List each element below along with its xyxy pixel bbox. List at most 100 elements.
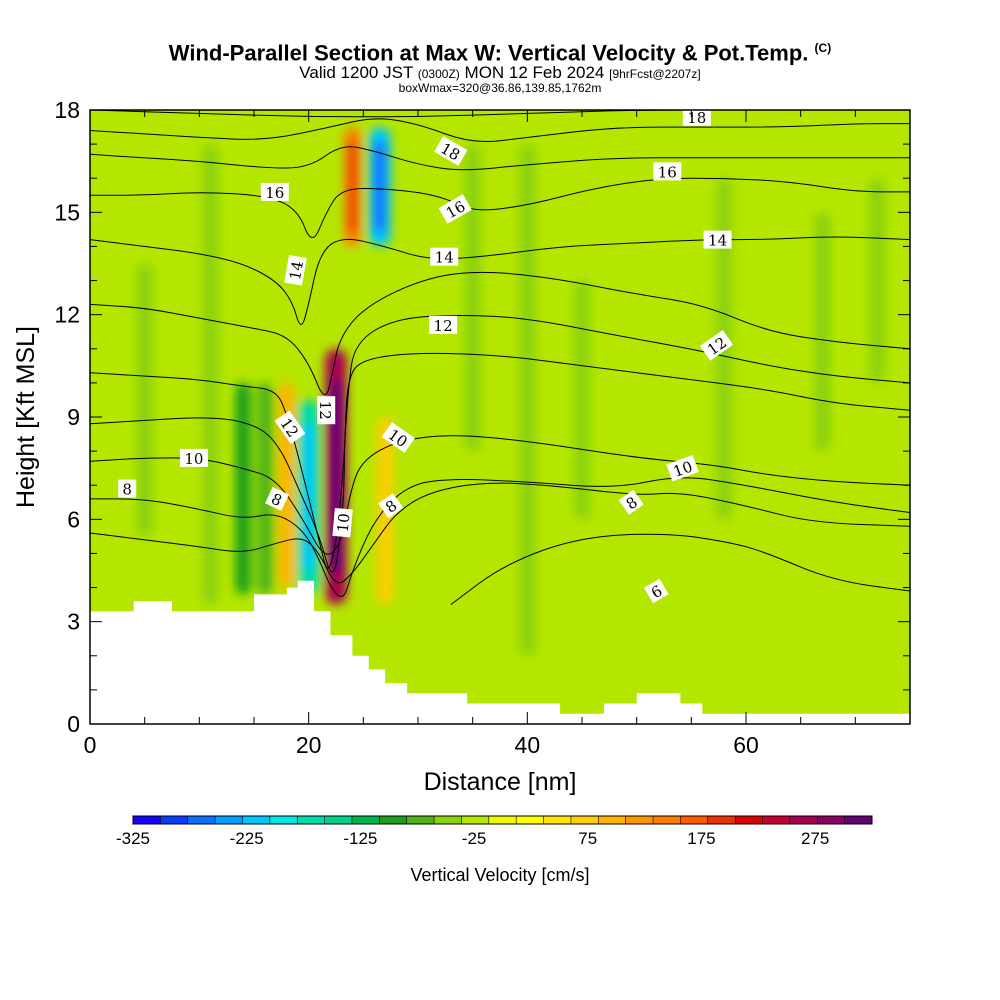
colorbar-frame xyxy=(132,815,873,825)
velocity-cell-9 xyxy=(519,144,536,656)
box-info: boxWmax=320@36.86,139.85,1762m xyxy=(398,81,602,96)
colorbar-swatch-7 xyxy=(324,816,353,824)
contour-label-10: 10 xyxy=(666,454,699,482)
axis-ticks xyxy=(89,109,911,725)
colorbar-swatch-13 xyxy=(488,816,517,824)
x-tick-label: 0 xyxy=(84,732,97,758)
chart-title: Wind-Parallel Section at Max W: Vertical… xyxy=(168,40,809,66)
velocity-core-14 xyxy=(348,141,357,233)
colorbar-swatch-8 xyxy=(351,816,380,824)
contour-label-text: 10 xyxy=(334,512,354,533)
x-tick-label: 20 xyxy=(296,732,322,758)
contour-label-box xyxy=(653,162,682,181)
chart-title-line: Wind-Parallel Section at Max W: Vertical… xyxy=(0,36,1000,65)
contour-label-12: 12 xyxy=(429,315,458,335)
contour-label-1: 10 xyxy=(179,448,208,468)
contour-label-box xyxy=(703,230,732,249)
contour-label-text: 10 xyxy=(184,450,203,468)
colorbar-swatch-2 xyxy=(187,816,216,824)
x-axis-title: Distance [nm] xyxy=(424,768,577,796)
colorbar-tick-label: -225 xyxy=(230,829,264,848)
y-tick-label: 18 xyxy=(54,97,80,123)
colorbar-swatch-20 xyxy=(680,816,709,824)
contour-label-text: 14 xyxy=(708,232,727,250)
colorbar-swatch-14 xyxy=(516,816,545,824)
contour-label-4: 12 xyxy=(316,396,336,425)
theta-contour-14-6 xyxy=(90,271,910,396)
theta-contour-18-10 xyxy=(90,118,910,143)
colorbar-swatch-4 xyxy=(242,816,271,824)
x-tick-labels: 0 20 40 60 xyxy=(84,732,759,758)
contour-label-box xyxy=(438,194,472,224)
contour-label-box xyxy=(317,396,336,425)
potential-temperature-contours xyxy=(90,110,910,605)
contour-label-box xyxy=(618,489,644,515)
colorbar-swatch-17 xyxy=(598,816,627,824)
valid-utc: (0300Z) xyxy=(417,67,460,82)
theta-contour-8-1 xyxy=(90,482,910,584)
colorbar-swatch-12 xyxy=(461,816,490,824)
contour-label-text: 14 xyxy=(435,249,454,267)
colorbar-swatch-6 xyxy=(297,816,326,824)
colorbar-title: Vertical Velocity [cm/s] xyxy=(410,865,589,885)
velocity-cell-8 xyxy=(464,144,481,452)
contour-label-box xyxy=(699,329,734,361)
contour-label-text: 14 xyxy=(286,260,307,282)
contour-label-text: 18 xyxy=(687,109,706,127)
y-tick-label: 15 xyxy=(54,199,80,225)
colorbar-swatch-21 xyxy=(707,816,736,824)
contour-label-box xyxy=(429,315,458,334)
velocity-cell-12 xyxy=(814,212,831,452)
colorbar-swatch-24 xyxy=(789,816,818,824)
contour-label-15: 14 xyxy=(703,230,732,250)
contour-label-box xyxy=(284,254,307,286)
valid-prefix: Valid 1200 JST xyxy=(299,63,414,83)
contour-label-6: 8 xyxy=(378,493,404,519)
colorbar-tick-label: -325 xyxy=(116,829,150,848)
colorbar-swatch-16 xyxy=(570,816,599,824)
contour-label-box xyxy=(118,479,137,498)
colorbar-swatch-10 xyxy=(406,816,435,824)
contour-label-9: 8 xyxy=(618,489,644,515)
colorbar-swatch-11 xyxy=(434,816,462,824)
valid-time-line: Valid 1200 JST (0300Z) MON 12 Feb 2024 [… xyxy=(0,63,1000,83)
velocity-cell-0 xyxy=(136,263,153,537)
velocity-cell-1 xyxy=(202,144,219,605)
colorbar-swatch-3 xyxy=(215,816,243,824)
contour-label-text: 16 xyxy=(265,184,284,202)
colorbar-tick-label: -25 xyxy=(462,829,487,848)
theta-contour-16-9 xyxy=(90,146,910,171)
chart-titles: Wind-Parallel Section at Max W: Vertical… xyxy=(0,36,1000,96)
x-tick-label: 40 xyxy=(515,732,541,758)
contour-label-box xyxy=(434,136,468,166)
contour-label-box xyxy=(179,448,208,467)
theta-contour-8-2 xyxy=(90,477,910,597)
contour-label-8: 6 xyxy=(644,578,669,604)
y-tick-label: 9 xyxy=(67,404,80,430)
contour-label-box xyxy=(260,182,289,201)
contour-label-2: 8 xyxy=(265,486,289,511)
contour-label-text: 12 xyxy=(316,401,334,420)
colorbar-swatch-0 xyxy=(133,816,161,824)
contour-label-box xyxy=(381,422,415,453)
contour-label-text: 8 xyxy=(122,481,132,499)
colorbar-swatch-18 xyxy=(625,816,654,824)
colorbar-tick-label: 175 xyxy=(687,829,715,848)
colorbar-swatch-9 xyxy=(379,816,408,824)
velocity-cell-13 xyxy=(869,178,886,383)
y-tick-label: 6 xyxy=(67,506,80,532)
colorbar-tick-label: -125 xyxy=(343,829,377,848)
velocity-core-15 xyxy=(373,141,386,233)
y-tick-label: 12 xyxy=(54,302,80,328)
y-axis-title: Height [Kft MSL] xyxy=(12,326,40,508)
valid-date: MON 12 Feb 2024 xyxy=(464,63,605,83)
theta-contour-6-0 xyxy=(450,533,910,605)
theta-contour-14-7 xyxy=(90,236,910,325)
velocity-cell-2 xyxy=(235,382,252,595)
colorbar-swatch-5 xyxy=(269,816,298,824)
contour-label-13: 14 xyxy=(430,247,459,267)
colorbar-tick-labels: -325 -225 -125 -25 75 175 275 xyxy=(116,829,829,848)
colorbar-swatch-15 xyxy=(543,816,572,824)
